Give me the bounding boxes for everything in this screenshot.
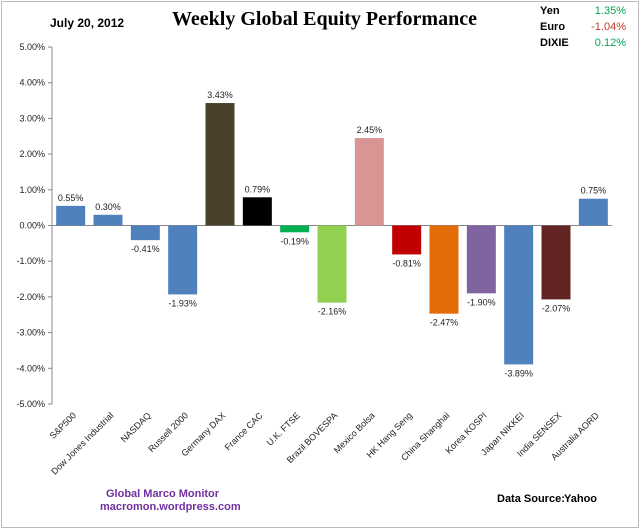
brand-text: Global Marco Monitor	[106, 488, 220, 500]
category-label: Dow Jones Industrial	[49, 410, 115, 476]
category-label: U.K. FTSE	[265, 410, 302, 447]
bar	[56, 205, 86, 226]
bar	[242, 197, 272, 226]
y-tick-label: -1.00%	[16, 256, 45, 266]
bar	[466, 225, 496, 294]
data-label: -2.16%	[318, 307, 347, 317]
source-value: Yahoo	[564, 493, 598, 505]
chart-title: Weekly Global Equity Performance	[172, 8, 477, 30]
y-tick-label: 2.00%	[19, 149, 45, 159]
y-tick-label: -4.00%	[16, 363, 45, 373]
data-label: -1.93%	[168, 298, 197, 308]
currency-value: 0.12%	[594, 37, 626, 49]
source-label: Data Source:	[497, 493, 565, 505]
data-label: -2.47%	[430, 318, 459, 328]
currency-name: Yen	[540, 5, 560, 17]
category-label: NASDAQ	[119, 410, 153, 444]
y-tick-label: 3.00%	[19, 113, 45, 123]
data-label: 2.45%	[357, 125, 383, 135]
data-label: -0.19%	[280, 236, 309, 246]
bar	[429, 225, 459, 314]
bar	[354, 138, 384, 226]
data-label: -2.07%	[542, 303, 571, 313]
currency-value: 1.35%	[594, 5, 626, 17]
currency-name: Euro	[540, 21, 566, 33]
y-tick-label: 1.00%	[19, 185, 45, 195]
y-tick-label: 5.00%	[19, 42, 45, 52]
y-tick-label: 4.00%	[19, 78, 45, 88]
currency-value: -1.04%	[591, 21, 626, 33]
bar	[205, 103, 235, 226]
category-label: S&P500	[48, 410, 78, 440]
data-label: -0.41%	[131, 244, 160, 254]
data-label: 3.43%	[207, 90, 233, 100]
bar	[93, 214, 123, 226]
bar	[392, 225, 422, 255]
data-label: 0.30%	[95, 202, 121, 212]
data-label: 0.79%	[245, 184, 271, 194]
bar	[578, 198, 608, 226]
category-label: France CAC	[223, 410, 265, 452]
bar	[168, 225, 198, 295]
data-label: 0.75%	[581, 186, 607, 196]
chart-date: July 20, 2012	[50, 16, 125, 30]
data-label: -3.89%	[504, 368, 533, 378]
y-tick-label: -5.00%	[16, 399, 45, 409]
bar	[130, 225, 160, 241]
bar	[280, 225, 310, 233]
data-label: -1.90%	[467, 297, 496, 307]
data-label: 0.55%	[58, 193, 84, 203]
bar	[504, 225, 534, 365]
data-label: -0.81%	[392, 258, 421, 268]
currency-name: DIXIE	[540, 37, 569, 49]
y-tick-label: -2.00%	[16, 292, 45, 302]
y-tick-label: -3.00%	[16, 328, 45, 338]
bar	[541, 225, 571, 300]
site-text: macromon.wordpress.com	[100, 501, 241, 513]
bar	[317, 225, 347, 303]
y-tick-label: 0.00%	[19, 221, 45, 231]
